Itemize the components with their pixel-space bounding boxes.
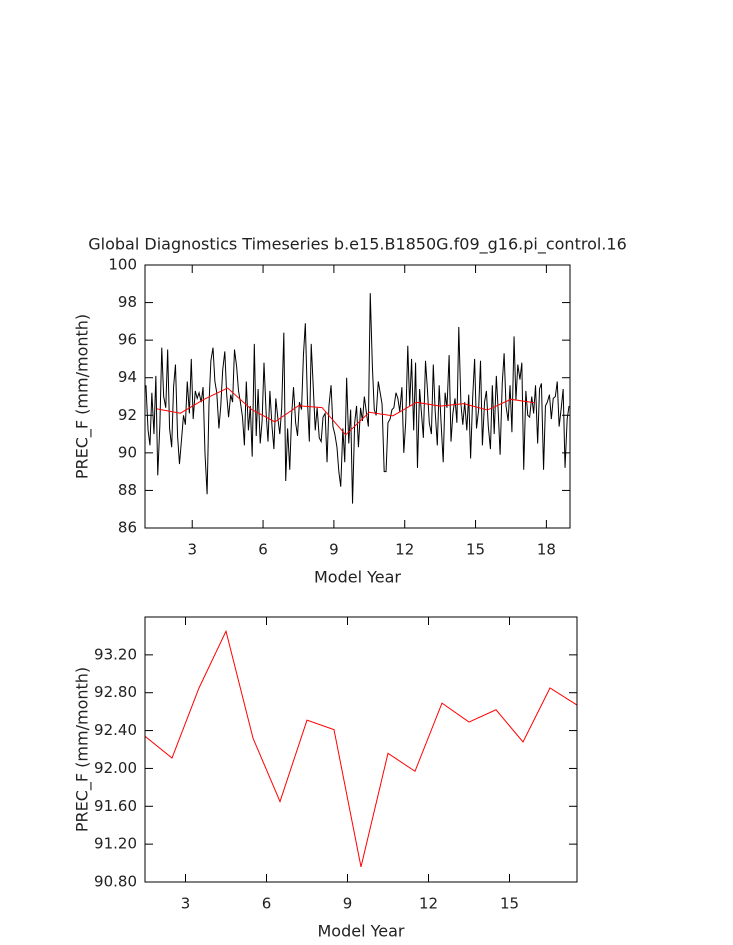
x-tick-label: 15 [466,541,485,559]
y-tick-label: 90 [118,443,137,461]
y-axis-label: PREC_F (mm/month) [73,314,93,479]
y-tick-label: 92.80 [94,683,137,701]
x-tick-label: 6 [262,895,272,913]
y-tick-label: 92.00 [94,759,137,777]
series-line [156,387,535,436]
plot-frame [144,264,571,529]
y-tick-label: 91.20 [94,835,137,853]
y-tick-label: 92.40 [94,721,137,739]
x-tick-label: 9 [329,541,339,559]
y-tick-label: 88 [118,481,137,499]
y-tick-label: 86 [118,519,137,537]
series-line [144,629,578,867]
x-tick-label: 6 [258,541,268,559]
x-tick-label: 3 [187,541,197,559]
y-tick-label: 90.80 [94,873,137,891]
y-tick-label: 98 [118,293,137,311]
y-tick-label: 94 [118,368,137,386]
x-axis-label: Model Year [318,922,405,941]
series-line [145,293,570,504]
x-tick-label: 12 [419,895,438,913]
y-axis-label: PREC_F (mm/month) [73,667,93,832]
y-tick-label: 92 [118,406,137,424]
x-tick-label: 18 [537,541,556,559]
x-tick-label: 9 [343,895,353,913]
y-tick-label: 91.60 [94,797,137,815]
chart-title: Global Diagnostics Timeseries b.e15.B185… [88,235,627,255]
x-axis-label: Model Year [314,568,401,587]
y-tick-label: 96 [118,331,137,349]
x-tick-label: 15 [500,895,519,913]
x-tick-label: 12 [395,541,414,559]
plot-frame [144,616,578,883]
x-tick-label: 3 [181,895,191,913]
y-tick-label: 93.20 [94,645,137,663]
y-tick-label: 100 [108,256,137,274]
